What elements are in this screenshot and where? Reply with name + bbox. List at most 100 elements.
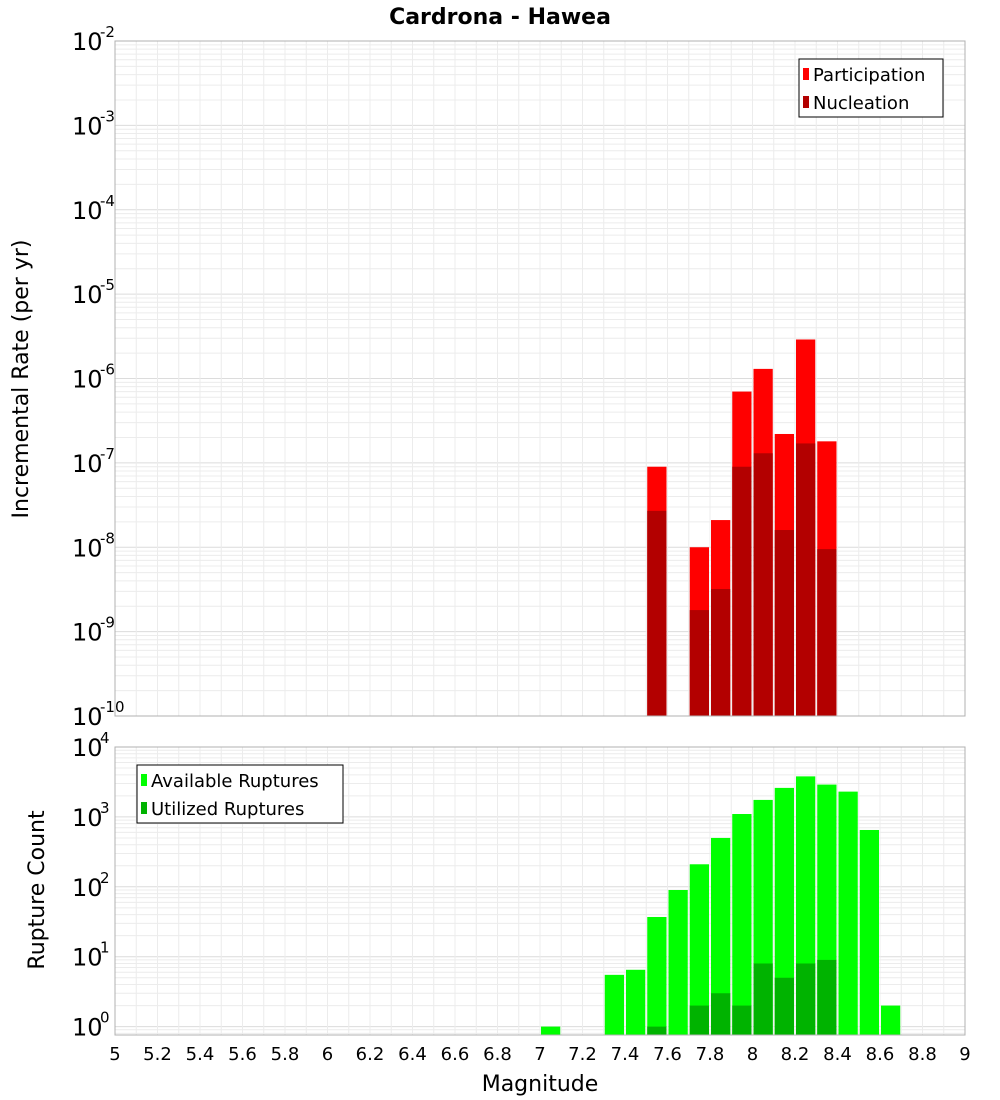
count-bar: [541, 1026, 561, 1035]
x-tick-label: 5: [109, 1044, 120, 1065]
rate-bar: [774, 530, 794, 716]
rate-panel: 10-1010-910-810-710-610-510-410-310-2Par…: [72, 23, 966, 731]
count-bar: [711, 837, 731, 1035]
chart-title: Cardrona - Hawea: [389, 5, 611, 30]
count-bar: [796, 963, 816, 1035]
rate-grid: [114, 41, 966, 717]
count-bar: [732, 1005, 752, 1035]
count-y-axis-label: Rupture Count: [25, 810, 50, 970]
count-bar: [647, 1026, 667, 1035]
x-tick-label: 5.8: [271, 1044, 300, 1065]
x-tick-label: 5.4: [186, 1044, 215, 1065]
x-axis-ticks: 5 5.2 5.4 5.6 5.8 6 6.2 6.4 6.6 6.8 7 7.2 7.4 7.6 7.8 8…: [109, 1044, 970, 1065]
y-tick-exponent: -6: [100, 361, 115, 379]
y-tick-exponent: -5: [100, 276, 115, 294]
y-tick-exponent: 4: [100, 729, 110, 747]
y-tick-exponent: 3: [100, 799, 110, 817]
count-frame: [114, 746, 966, 1036]
rate-bar: [689, 610, 709, 716]
count-bar: [647, 916, 667, 1035]
rate-bar: [647, 510, 667, 716]
count-series-1: [647, 959, 837, 1035]
y-tick-exponent: -2: [100, 23, 115, 41]
legend-box: [136, 764, 344, 824]
x-tick-label: 6.8: [483, 1044, 512, 1065]
rate-y-axis-label: Incremental Rate (per yr): [9, 240, 34, 519]
rate-legend: Participation Nucleation: [798, 58, 944, 118]
y-tick-label: 10: [72, 534, 103, 562]
y-tick-label: 10: [72, 1014, 103, 1042]
rate-series-1: [647, 443, 837, 716]
x-tick-label: 7.6: [653, 1044, 682, 1065]
x-tick-label: 6.4: [398, 1044, 427, 1065]
x-tick-label: 5.2: [143, 1044, 172, 1065]
x-tick-label: 6.2: [356, 1044, 385, 1065]
x-tick-label: 7: [534, 1044, 545, 1065]
x-axis-label: Magnitude: [482, 1072, 599, 1097]
count-bar: [838, 791, 858, 1035]
x-tick-label: 9: [959, 1044, 970, 1065]
x-tick-label: 8.8: [908, 1044, 937, 1065]
count-bar: [774, 787, 794, 1035]
legend-swatch: [803, 68, 809, 80]
y-tick-label: 10: [72, 366, 103, 394]
y-tick-exponent: 1: [100, 939, 110, 957]
rate-bar: [817, 549, 837, 716]
count-bar: [711, 993, 731, 1035]
y-tick-exponent: 2: [100, 869, 110, 887]
x-tick-label: 7.2: [568, 1044, 597, 1065]
x-tick-label: 7.8: [696, 1044, 725, 1065]
count-bar: [753, 963, 773, 1035]
x-tick-label: 8: [747, 1044, 758, 1065]
y-tick-exponent: -7: [100, 445, 115, 463]
y-tick-exponent: 0: [100, 1009, 110, 1027]
legend-swatch: [141, 774, 147, 786]
count-bar: [859, 829, 879, 1035]
count-legend: Available Ruptures Utilized Ruptures: [136, 764, 344, 824]
count-bar: [732, 814, 752, 1035]
y-tick-label: 10: [72, 112, 103, 140]
legend-swatch: [803, 96, 809, 108]
y-tick-exponent: -8: [100, 529, 115, 547]
count-bar: [689, 864, 709, 1035]
x-tick-label: 8.6: [866, 1044, 895, 1065]
y-tick-label: 10: [72, 28, 103, 56]
x-tick-label: 7.4: [611, 1044, 640, 1065]
legend-label: Participation: [813, 65, 925, 86]
y-tick-label: 10: [72, 874, 103, 902]
y-tick-label: 10: [72, 944, 103, 972]
count-bar: [668, 890, 688, 1035]
y-tick-label: 10: [72, 734, 103, 762]
y-tick-exponent: -4: [100, 192, 115, 210]
y-tick-label: 10: [72, 281, 103, 309]
y-tick-label: 10: [72, 804, 103, 832]
x-tick-label: 8.2: [781, 1044, 810, 1065]
y-tick-exponent: -3: [100, 107, 115, 125]
x-tick-label: 5.6: [228, 1044, 257, 1065]
legend-label: Available Ruptures: [151, 771, 319, 792]
legend-label: Utilized Ruptures: [151, 799, 304, 820]
count-bar: [689, 1005, 709, 1035]
x-tick-label: 6: [322, 1044, 333, 1065]
legend-box: [798, 58, 944, 118]
x-tick-label: 6.6: [441, 1044, 470, 1065]
rate-frame: [114, 40, 966, 717]
count-bar: [604, 974, 624, 1035]
count-bar: [774, 977, 794, 1035]
y-tick-label: 10: [72, 703, 103, 731]
rate-bar: [732, 466, 752, 716]
rate-bar: [753, 453, 773, 716]
count-bar: [881, 1005, 901, 1035]
y-tick-label: 10: [72, 197, 103, 225]
legend-swatch: [141, 802, 147, 814]
y-tick-exponent: -10: [100, 698, 125, 716]
count-bar: [817, 959, 837, 1035]
y-tick-exponent: -9: [100, 614, 115, 632]
rate-bar: [796, 443, 816, 716]
x-tick-label: 8.4: [823, 1044, 852, 1065]
rate-bar: [711, 589, 731, 716]
